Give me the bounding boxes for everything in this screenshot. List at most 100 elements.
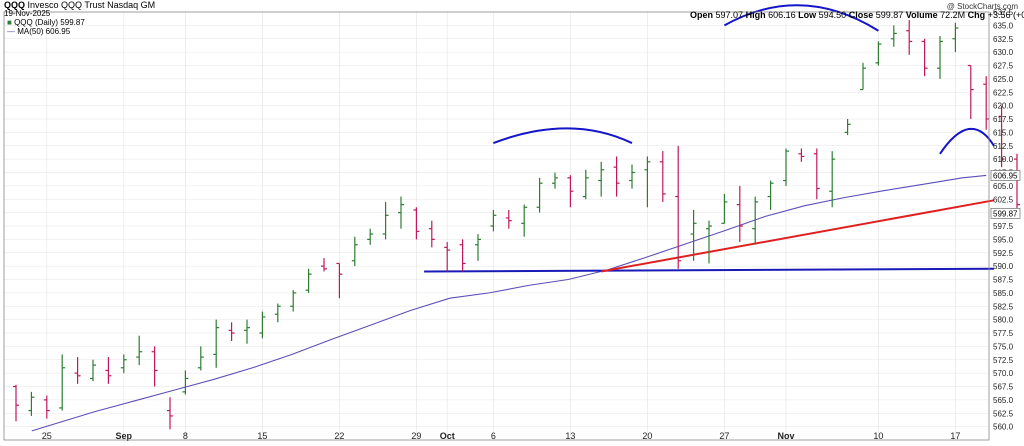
ohlc-bar (767, 180, 774, 210)
ohlc-bar (536, 177, 543, 213)
ohlc-bar (1014, 153, 1020, 218)
ohlc-bar (182, 370, 189, 395)
ohlc-bar (521, 204, 528, 237)
x-tick-label: 17 (950, 431, 960, 441)
exchange: Nasdaq GM (107, 0, 156, 10)
x-tick-label: Sep (116, 431, 133, 441)
ohlc-bar (305, 268, 312, 293)
ohlc-bar (644, 156, 651, 208)
trend-overlays (424, 4, 995, 273)
head-arc (723, 4, 879, 32)
plot-frame (3, 11, 990, 441)
ohlc-bar (367, 228, 374, 245)
ohlc-bar (690, 209, 697, 261)
legend-ma-swatch: — (7, 27, 15, 36)
y-tick-label: 610.0 (993, 155, 1014, 164)
open-label: Open (690, 10, 714, 20)
ohlc-bar (274, 303, 281, 323)
y-tick-label: 612.5 (993, 142, 1014, 151)
chart-date: 19-Nov-2025 (4, 9, 51, 18)
volume-value: 72.2M (940, 10, 966, 20)
legend-ma-label: MA(50) 606.95 (17, 27, 71, 36)
y-tick-label: 590.0 (993, 262, 1014, 271)
ma50-line (31, 174, 987, 432)
left-shoulder-arc (493, 127, 633, 145)
ohlc-bar (952, 22, 959, 53)
ohlc-bar (90, 359, 96, 382)
y-tick-label: 625.0 (993, 75, 1014, 84)
watermark: @ StockCharts.com (947, 2, 1019, 11)
ohlc-bar (398, 196, 404, 229)
ohlc-bar (413, 207, 420, 240)
ohlc-bar (860, 62, 866, 91)
ohlc-bar (967, 64, 974, 119)
ohlc-bar (290, 290, 297, 312)
ohlc-bar (167, 397, 173, 430)
ohlc-bar (629, 164, 635, 189)
legend-ma: — MA(50) 606.95 (7, 27, 85, 36)
ohlc-bar (321, 258, 327, 272)
ohlc-bars (13, 20, 1020, 430)
ohlc-bar (921, 38, 928, 77)
ohlc-bar (490, 209, 497, 232)
y-axis: 560.0 562.5 565.0 567.5 570.0 572.5 575.0 577.5… (993, 8, 1014, 432)
ohlc-bar (28, 391, 35, 416)
y-tick-label: 622.5 (993, 88, 1014, 97)
y-tick-label: 615.0 (993, 128, 1014, 137)
security-name: Invesco QQQ Trust (27, 0, 105, 10)
y-tick-label: 580.0 (993, 316, 1014, 325)
ohlc-bar (259, 311, 266, 339)
y-tick-label: 627.5 (993, 62, 1014, 71)
ohlc-bar (351, 236, 358, 267)
chg-label: Chg (967, 10, 986, 20)
x-tick-label: 6 (491, 431, 496, 441)
y-tick-label: 582.5 (993, 302, 1014, 311)
ohlc-bar (937, 36, 943, 79)
ohlc-bar (459, 239, 466, 272)
x-tick-label: 10 (873, 431, 883, 441)
ohlc-bar (336, 262, 343, 299)
ohlc-bar (598, 161, 605, 197)
y-tick-label: 570.0 (993, 369, 1014, 378)
ohlc-bar (552, 172, 558, 189)
ma-price-tag: 606.95 (990, 170, 1021, 181)
ohlc-bar (783, 148, 789, 186)
ohlc-bar (613, 156, 620, 197)
legend-price-label: QQQ (Daily) 599.87 (14, 18, 85, 27)
chart-title: QQQ Invesco QQQ Trust Nasdaq GM (4, 0, 155, 10)
y-tick-label: 572.5 (993, 356, 1014, 365)
ohlc-bar (120, 354, 127, 374)
x-tick-label: 20 (642, 431, 652, 441)
low-value: 594.50 (818, 10, 847, 20)
chg-value: +3.56 (+0.60%) (987, 10, 1024, 20)
ohlc-bar (151, 346, 158, 387)
y-tick-label: 620.0 (993, 102, 1014, 111)
y-tick-label: 585.0 (993, 289, 1014, 298)
x-tick-label: 15 (257, 431, 267, 441)
high-label: High (745, 10, 766, 20)
rising-trendline (601, 199, 995, 273)
x-tick-label: 8 (183, 431, 188, 441)
legend-price-swatch: ■ (7, 18, 12, 27)
ohlc-bar (428, 220, 435, 248)
x-tick-label: Oct (440, 431, 455, 441)
ohlc-bar (721, 193, 728, 224)
price-tags: 606.95 599.87 (990, 170, 1021, 219)
grid-lines (4, 11, 989, 440)
ohlc-bar (798, 148, 805, 162)
x-tick-label: 22 (334, 431, 344, 441)
ohlc-bar (505, 209, 512, 229)
last-price-tag: 599.87 (990, 208, 1021, 219)
ohlc-bar (890, 25, 897, 47)
ohlc-bar (736, 185, 743, 243)
y-tick-label: 565.0 (993, 396, 1014, 405)
ohlc-bar (136, 335, 143, 366)
support-trendline (424, 267, 994, 273)
ohlc-bar (197, 346, 204, 371)
x-tick-label: 27 (719, 431, 729, 441)
ohlc-bar (444, 242, 451, 272)
ohlc-bar (706, 220, 712, 264)
y-tick-label: 577.5 (993, 329, 1014, 338)
ohlc-bar (382, 201, 389, 240)
ohlc-bar (567, 175, 574, 208)
